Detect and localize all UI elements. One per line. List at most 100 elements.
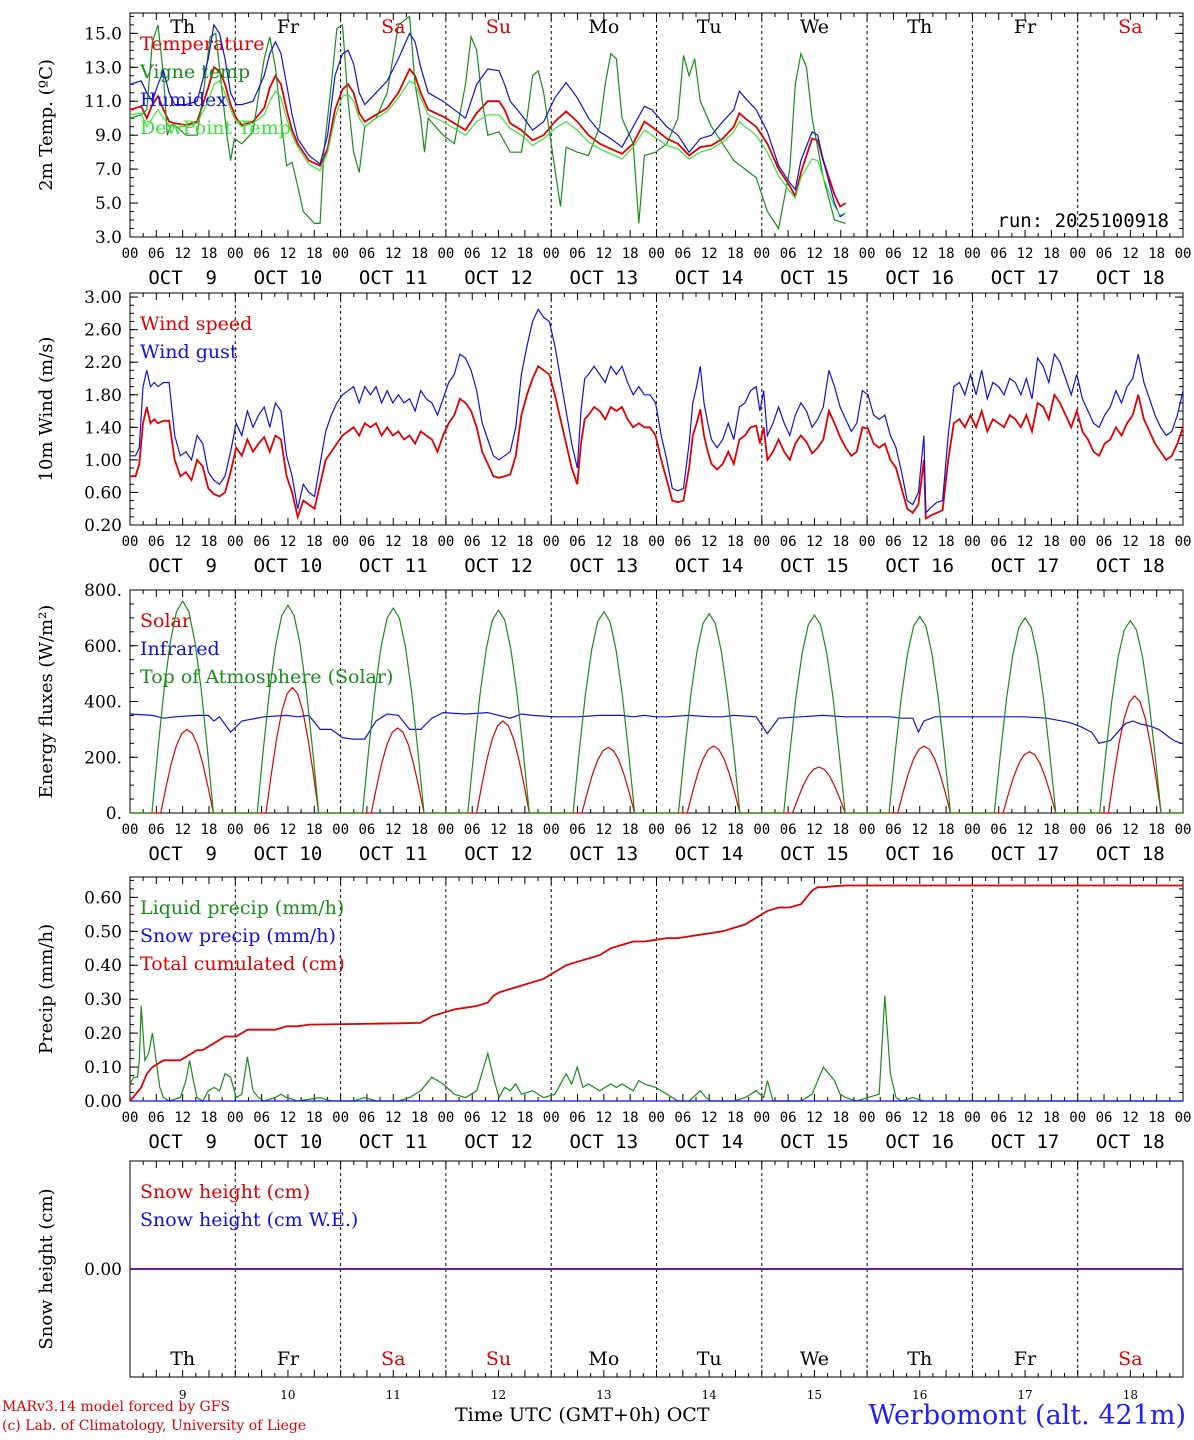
day-number: 14 xyxy=(702,1388,718,1402)
day-name: Fr xyxy=(277,1348,300,1370)
hour-label: 18 xyxy=(622,534,639,550)
date-label: OCT 13 xyxy=(570,267,639,289)
legend-entry: Snow precip (mm/h) xyxy=(140,925,336,947)
series-line-dewpoint-temp xyxy=(129,80,846,216)
y-tick-label: 11.0 xyxy=(84,92,122,112)
y-tick-label: 5.0 xyxy=(95,194,122,214)
hour-label: 00 xyxy=(1069,1110,1086,1126)
hour-label: 06 xyxy=(253,246,270,262)
model-credit: MARv3.14 model forced by GFS xyxy=(2,1399,231,1415)
day-name: Th xyxy=(907,16,932,38)
time-axis-label: Time UTC (GMT+0h) OCT xyxy=(455,1404,710,1426)
day-number: 11 xyxy=(386,1388,401,1402)
hour-label: 12 xyxy=(280,246,297,262)
date-label: OCT 9 xyxy=(148,267,217,289)
y-tick-label: 1.00 xyxy=(84,451,122,471)
hour-label: 12 xyxy=(806,822,823,838)
hour-label: 12 xyxy=(385,1110,402,1126)
series-line-humidex xyxy=(129,23,847,218)
hour-label: 06 xyxy=(253,1110,270,1126)
day-number: 16 xyxy=(912,1388,927,1402)
hour-label: 06 xyxy=(780,1110,797,1126)
hour-label: 18 xyxy=(727,822,744,838)
hour-label: 00 xyxy=(859,534,876,550)
hour-label: 12 xyxy=(806,534,823,550)
hour-label: 12 xyxy=(1017,246,1034,262)
date-label: OCT 13 xyxy=(570,843,639,865)
lab-credit: (c) Lab. of Climatology, University of L… xyxy=(2,1418,307,1434)
hour-label: 18 xyxy=(1148,822,1165,838)
hour-label: 00 xyxy=(227,1110,244,1126)
hour-label: 00 xyxy=(964,1110,981,1126)
hour-label: 00 xyxy=(332,534,349,550)
hour-label: 00 xyxy=(1175,534,1192,550)
legend-entry: Temperature xyxy=(140,33,264,55)
footer-credits: MARv3.14 model forced by GFS (c) Lab. of… xyxy=(2,1398,306,1436)
hour-label: 12 xyxy=(385,534,402,550)
hour-label: 00 xyxy=(753,822,770,838)
date-label: OCT 17 xyxy=(991,267,1060,289)
day-name: We xyxy=(800,1348,829,1370)
date-label: OCT 10 xyxy=(254,843,323,865)
hour-label: 00 xyxy=(648,246,665,262)
hour-label: 06 xyxy=(569,246,586,262)
date-label: OCT 15 xyxy=(780,1131,849,1153)
day-number: 15 xyxy=(807,1388,822,1402)
hour-label: 18 xyxy=(938,246,955,262)
hour-label: 18 xyxy=(411,822,428,838)
date-label: OCT 15 xyxy=(780,555,849,577)
y-tick-label: 0.30 xyxy=(84,990,122,1010)
hour-label: 00 xyxy=(648,822,665,838)
day-name: Fr xyxy=(1014,1348,1037,1370)
hour-label: 18 xyxy=(411,1110,428,1126)
hour-label: 12 xyxy=(1122,534,1139,550)
hour-label: 00 xyxy=(753,534,770,550)
date-label: OCT 16 xyxy=(885,843,954,865)
hour-label: 06 xyxy=(1096,1110,1113,1126)
hour-label: 12 xyxy=(701,822,718,838)
hour-label: 18 xyxy=(516,246,533,262)
date-label: OCT 16 xyxy=(885,1131,954,1153)
date-label: OCT 16 xyxy=(885,555,954,577)
hour-label: 12 xyxy=(595,1110,612,1126)
hour-label: 18 xyxy=(201,1110,218,1126)
hour-label: 06 xyxy=(885,246,902,262)
hour-label: 12 xyxy=(595,822,612,838)
hour-label: 00 xyxy=(437,1110,454,1126)
day-name: Su xyxy=(486,16,511,38)
hour-label: 06 xyxy=(674,822,691,838)
hour-label: 12 xyxy=(174,822,191,838)
hour-label: 18 xyxy=(1148,1110,1165,1126)
hour-label: 18 xyxy=(306,1110,323,1126)
hour-label: 12 xyxy=(490,1110,507,1126)
hour-label: 18 xyxy=(201,534,218,550)
date-label: OCT 18 xyxy=(1096,555,1165,577)
date-label: OCT 12 xyxy=(464,843,533,865)
day-name: Sa xyxy=(1118,1348,1142,1370)
legend-entry: Wind speed xyxy=(140,313,252,335)
hour-label: 00 xyxy=(753,246,770,262)
y-tick-label: 0.20 xyxy=(84,1024,122,1044)
hour-label: 12 xyxy=(385,822,402,838)
hour-label: 00 xyxy=(964,246,981,262)
hour-label: 00 xyxy=(122,246,139,262)
y-tick-label: 0.00 xyxy=(84,1092,122,1112)
panel-snow: 0.00 Snow height (cm) Snow height (cm) Snow… xyxy=(36,1160,1184,1402)
y-axis-label: 10m Wind (m/s) xyxy=(36,337,57,482)
date-label: OCT 17 xyxy=(991,843,1060,865)
hour-label: 18 xyxy=(938,1110,955,1126)
day-name: Sa xyxy=(381,16,405,38)
hour-label: 12 xyxy=(280,1110,297,1126)
y-tick-label: 400. xyxy=(84,693,122,713)
hour-label: 18 xyxy=(516,534,533,550)
date-label: OCT 17 xyxy=(991,1131,1060,1153)
date-label: OCT 12 xyxy=(464,267,533,289)
hour-label: 18 xyxy=(938,822,955,838)
hour-label: 00 xyxy=(332,822,349,838)
series-line-infrared xyxy=(129,711,1183,744)
hour-label: 06 xyxy=(569,534,586,550)
hour-label: 12 xyxy=(1122,822,1139,838)
hour-label: 06 xyxy=(358,1110,375,1126)
hour-label: 06 xyxy=(885,534,902,550)
